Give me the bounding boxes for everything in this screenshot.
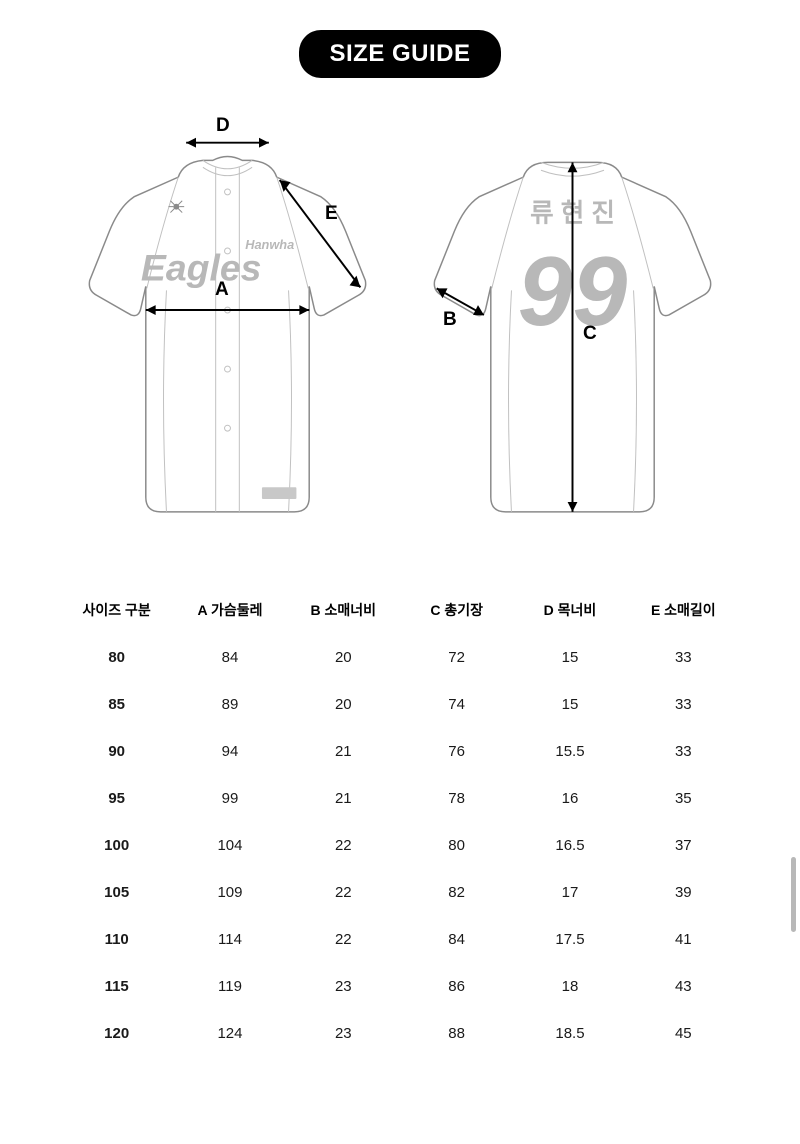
jersey-back-svg: 류 현 진 99 — [415, 123, 730, 536]
cell-value: 86 — [400, 963, 513, 1010]
cell-value: 33 — [627, 728, 740, 775]
cell-value: 23 — [287, 963, 400, 1010]
dimension-d-arrow — [186, 138, 269, 148]
cell-value: 23 — [287, 1010, 400, 1057]
cell-value: 84 — [173, 634, 286, 681]
cell-size: 85 — [60, 681, 173, 728]
cell-value: 72 — [400, 634, 513, 681]
cell-value: 74 — [400, 681, 513, 728]
cell-value: 21 — [287, 775, 400, 822]
cell-value: 82 — [400, 869, 513, 916]
cell-value: 41 — [627, 916, 740, 963]
cell-value: 37 — [627, 822, 740, 869]
cell-value: 18 — [513, 963, 626, 1010]
cell-value: 45 — [627, 1010, 740, 1057]
dimension-c-label: C — [583, 323, 597, 345]
table-row: 858920741533 — [60, 681, 740, 728]
size-table-header-row: 사이즈 구분 A 가슴둘레 B 소매너비 C 총기장 D 목너비 E 소매길이 — [60, 586, 740, 634]
cell-value: 18.5 — [513, 1010, 626, 1057]
cell-value: 35 — [627, 775, 740, 822]
cell-value: 109 — [173, 869, 286, 916]
cell-size: 80 — [60, 634, 173, 681]
cell-value: 124 — [173, 1010, 286, 1057]
cell-value: 22 — [287, 869, 400, 916]
table-row: 959921781635 — [60, 775, 740, 822]
dimension-a-label: A — [215, 279, 229, 301]
cell-size: 105 — [60, 869, 173, 916]
cell-value: 15 — [513, 681, 626, 728]
col-c: C 총기장 — [400, 586, 513, 634]
dimension-b-label: B — [443, 309, 457, 331]
scrollbar-thumb[interactable] — [791, 857, 796, 932]
col-a: A 가슴둘레 — [173, 586, 286, 634]
jersey-tag — [262, 487, 296, 499]
cell-size: 100 — [60, 822, 173, 869]
cell-value: 88 — [400, 1010, 513, 1057]
cell-size: 95 — [60, 775, 173, 822]
cell-value: 15.5 — [513, 728, 626, 775]
cell-value: 114 — [173, 916, 286, 963]
cell-value: 89 — [173, 681, 286, 728]
cell-value: 16.5 — [513, 822, 626, 869]
cell-value: 20 — [287, 634, 400, 681]
cell-value: 43 — [627, 963, 740, 1010]
cell-value: 84 — [400, 916, 513, 963]
cell-value: 22 — [287, 822, 400, 869]
cell-value: 17 — [513, 869, 626, 916]
col-d: D 목너비 — [513, 586, 626, 634]
jersey-front-svg: Hanwha Eagles — [70, 123, 385, 536]
cell-value: 94 — [173, 728, 286, 775]
table-row: 11511923861843 — [60, 963, 740, 1010]
cell-value: 99 — [173, 775, 286, 822]
cell-value: 39 — [627, 869, 740, 916]
cell-size: 110 — [60, 916, 173, 963]
table-row: 808420721533 — [60, 634, 740, 681]
cell-value: 33 — [627, 634, 740, 681]
size-table: 사이즈 구분 A 가슴둘레 B 소매너비 C 총기장 D 목너비 E 소매길이 … — [60, 586, 740, 1057]
table-row: 120124238818.545 — [60, 1010, 740, 1057]
cell-value: 15 — [513, 634, 626, 681]
cell-value: 104 — [173, 822, 286, 869]
dimension-d-label: D — [216, 115, 230, 137]
cell-value: 78 — [400, 775, 513, 822]
cell-value: 20 — [287, 681, 400, 728]
table-row: 9094217615.533 — [60, 728, 740, 775]
table-row: 100104228016.537 — [60, 822, 740, 869]
cell-value: 16 — [513, 775, 626, 822]
jersey-diagram-row: Hanwha Eagles — [60, 123, 740, 536]
size-table-body: 8084207215338589207415339094217615.53395… — [60, 634, 740, 1057]
dimension-e-label: E — [325, 203, 338, 225]
cell-size: 115 — [60, 963, 173, 1010]
cell-size: 120 — [60, 1010, 173, 1057]
cell-value: 22 — [287, 916, 400, 963]
col-e: E 소매길이 — [627, 586, 740, 634]
table-row: 10510922821739 — [60, 869, 740, 916]
cell-value: 80 — [400, 822, 513, 869]
col-size: 사이즈 구분 — [60, 586, 173, 634]
col-b: B 소매너비 — [287, 586, 400, 634]
table-row: 110114228417.541 — [60, 916, 740, 963]
jersey-front-text-large: Eagles — [141, 247, 262, 289]
cell-value: 119 — [173, 963, 286, 1010]
size-guide-title: SIZE GUIDE — [299, 30, 500, 78]
cell-value: 17.5 — [513, 916, 626, 963]
cell-value: 76 — [400, 728, 513, 775]
cell-size: 90 — [60, 728, 173, 775]
cell-value: 21 — [287, 728, 400, 775]
jersey-front-wrap: Hanwha Eagles — [70, 123, 385, 536]
cell-value: 33 — [627, 681, 740, 728]
jersey-back-wrap: 류 현 진 99 B C — [415, 123, 730, 536]
